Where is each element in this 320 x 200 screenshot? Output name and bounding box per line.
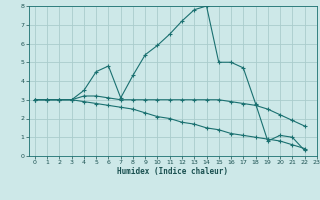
- X-axis label: Humidex (Indice chaleur): Humidex (Indice chaleur): [117, 167, 228, 176]
